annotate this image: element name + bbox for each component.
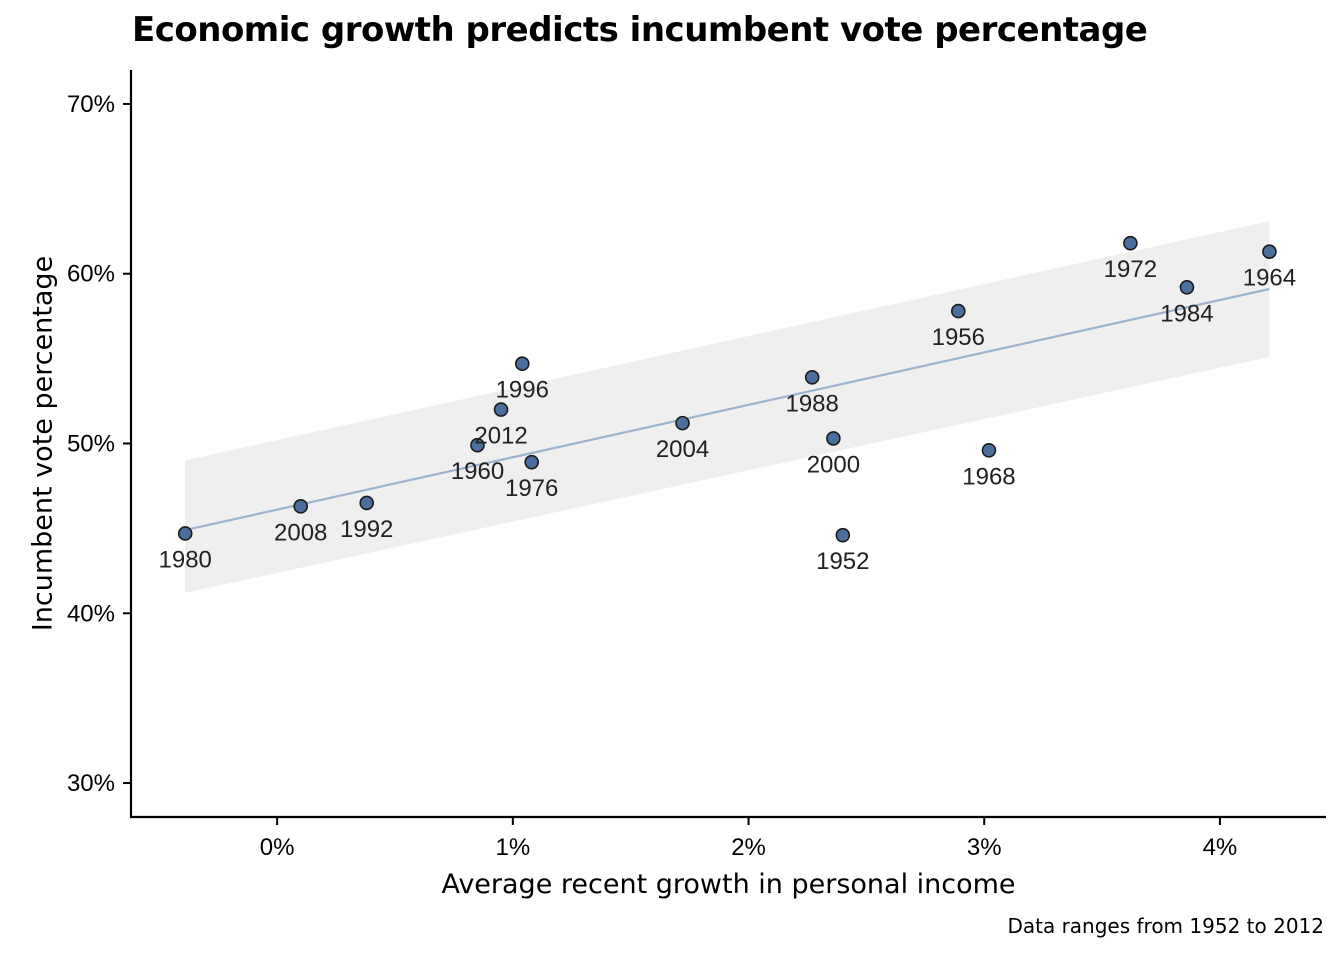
y-tick-label: 30% [67, 770, 115, 797]
data-point [177, 526, 193, 541]
confidence-band-layer [185, 221, 1270, 593]
x-tick-label: 2% [731, 834, 766, 861]
x-tick-label: 0% [260, 834, 295, 861]
x-axis-title: Average recent growth in personal income [441, 869, 1015, 900]
data-point [981, 442, 997, 458]
point-label: 2000 [807, 451, 860, 478]
x-tick-label: 3% [967, 834, 1002, 861]
data-point [524, 454, 539, 470]
data-point [826, 431, 841, 446]
point-label: 1976 [505, 475, 558, 502]
point-label: 1952 [816, 548, 869, 575]
point-label: 1984 [1160, 300, 1213, 327]
chart-title: Economic growth predicts incumbent vote … [132, 10, 1148, 50]
regression-line [184, 287, 1270, 532]
y-axis-title: Incumbent vote percentage [27, 256, 58, 631]
point-label: 1968 [962, 463, 1015, 490]
axes-layer: 30% 40% 50% 60% 70% 0% 1% 2% 3% 4% [67, 70, 1326, 861]
data-point [1262, 244, 1277, 259]
point-label: 1992 [340, 516, 393, 543]
y-tick-label: 70% [67, 91, 115, 118]
point-label: 1956 [932, 324, 985, 351]
point-labels-layer: 1952 1956 1960 1964 1968 1972 1976 1980 1984 1988… [159, 256, 1297, 575]
data-point [359, 495, 375, 511]
point-label: 1988 [785, 390, 838, 417]
confidence-band [185, 221, 1270, 593]
y-tick-label: 40% [67, 600, 115, 627]
data-point [804, 369, 820, 385]
x-tick-label: 4% [1203, 834, 1238, 861]
point-label: 1972 [1104, 256, 1157, 283]
chart-caption: Data ranges from 1952 to 2012 [1007, 914, 1324, 938]
point-label: 1960 [451, 458, 504, 485]
data-point [951, 303, 966, 319]
y-tick-label: 50% [67, 431, 115, 458]
data-point [493, 402, 509, 417]
point-label: 1980 [159, 546, 212, 573]
point-label: 1996 [496, 377, 549, 404]
point-label: 2008 [274, 519, 327, 546]
data-point [1123, 235, 1138, 251]
point-label: 1964 [1243, 265, 1296, 292]
data-point [835, 527, 851, 543]
data-point [675, 415, 690, 431]
data-point [1179, 280, 1195, 295]
x-tick-label: 1% [495, 834, 530, 861]
point-label: 2012 [474, 423, 527, 450]
data-point [514, 356, 530, 372]
data-point [470, 437, 485, 453]
points-layer [177, 235, 1277, 543]
regression-line-layer [184, 287, 1270, 532]
point-label: 2004 [656, 436, 709, 463]
data-point [293, 499, 309, 514]
y-tick-label: 60% [67, 261, 115, 288]
